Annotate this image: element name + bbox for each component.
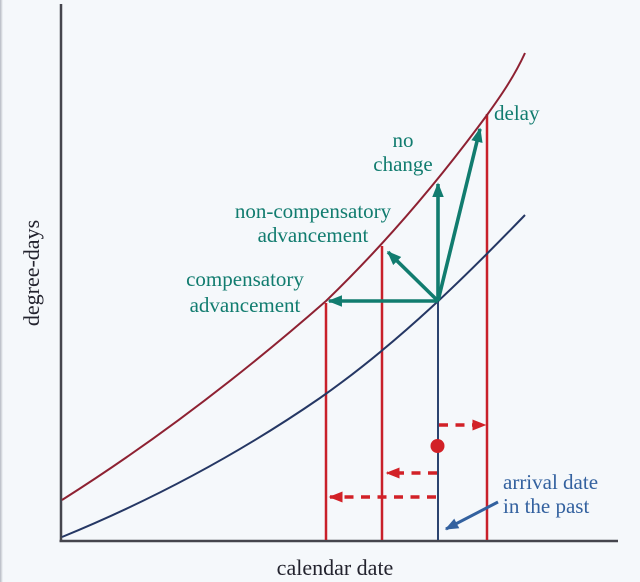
label-compensatory: compensatory advancement: [186, 266, 304, 318]
delay-arrow: [436, 127, 483, 302]
non-compensatory-arrow: [386, 250, 440, 303]
label-no-change-line1: no: [392, 128, 414, 152]
label-delay: delay: [494, 101, 540, 125]
label-non-compensatory-line1: non-compensatory: [234, 199, 392, 223]
label-non-compensatory: non-compensatory advancement: [235, 199, 391, 247]
label-non-compensatory-line2: advancement: [257, 223, 369, 247]
red-curve: [61, 52, 526, 501]
y-axis-label: degree-days: [19, 219, 44, 327]
arrival-date-arrow: [444, 500, 499, 531]
arrival-date-dot: [430, 439, 445, 453]
x-axis-label: calendar date: [276, 555, 394, 580]
label-arrival-date-line1: arrival date: [503, 470, 599, 494]
label-arrival-date: arrival date in the past: [503, 470, 598, 518]
label-no-change-line2: change: [373, 152, 433, 176]
label-no-change: no change: [373, 128, 432, 176]
left-edge-artifact: [0, 0, 3, 582]
label-compensatory-line2: advancement: [189, 293, 301, 317]
label-compensatory-line1: compensatory: [186, 267, 304, 291]
blue-curve: [61, 214, 526, 538]
label-arrival-date-line2: in the past: [503, 494, 590, 518]
